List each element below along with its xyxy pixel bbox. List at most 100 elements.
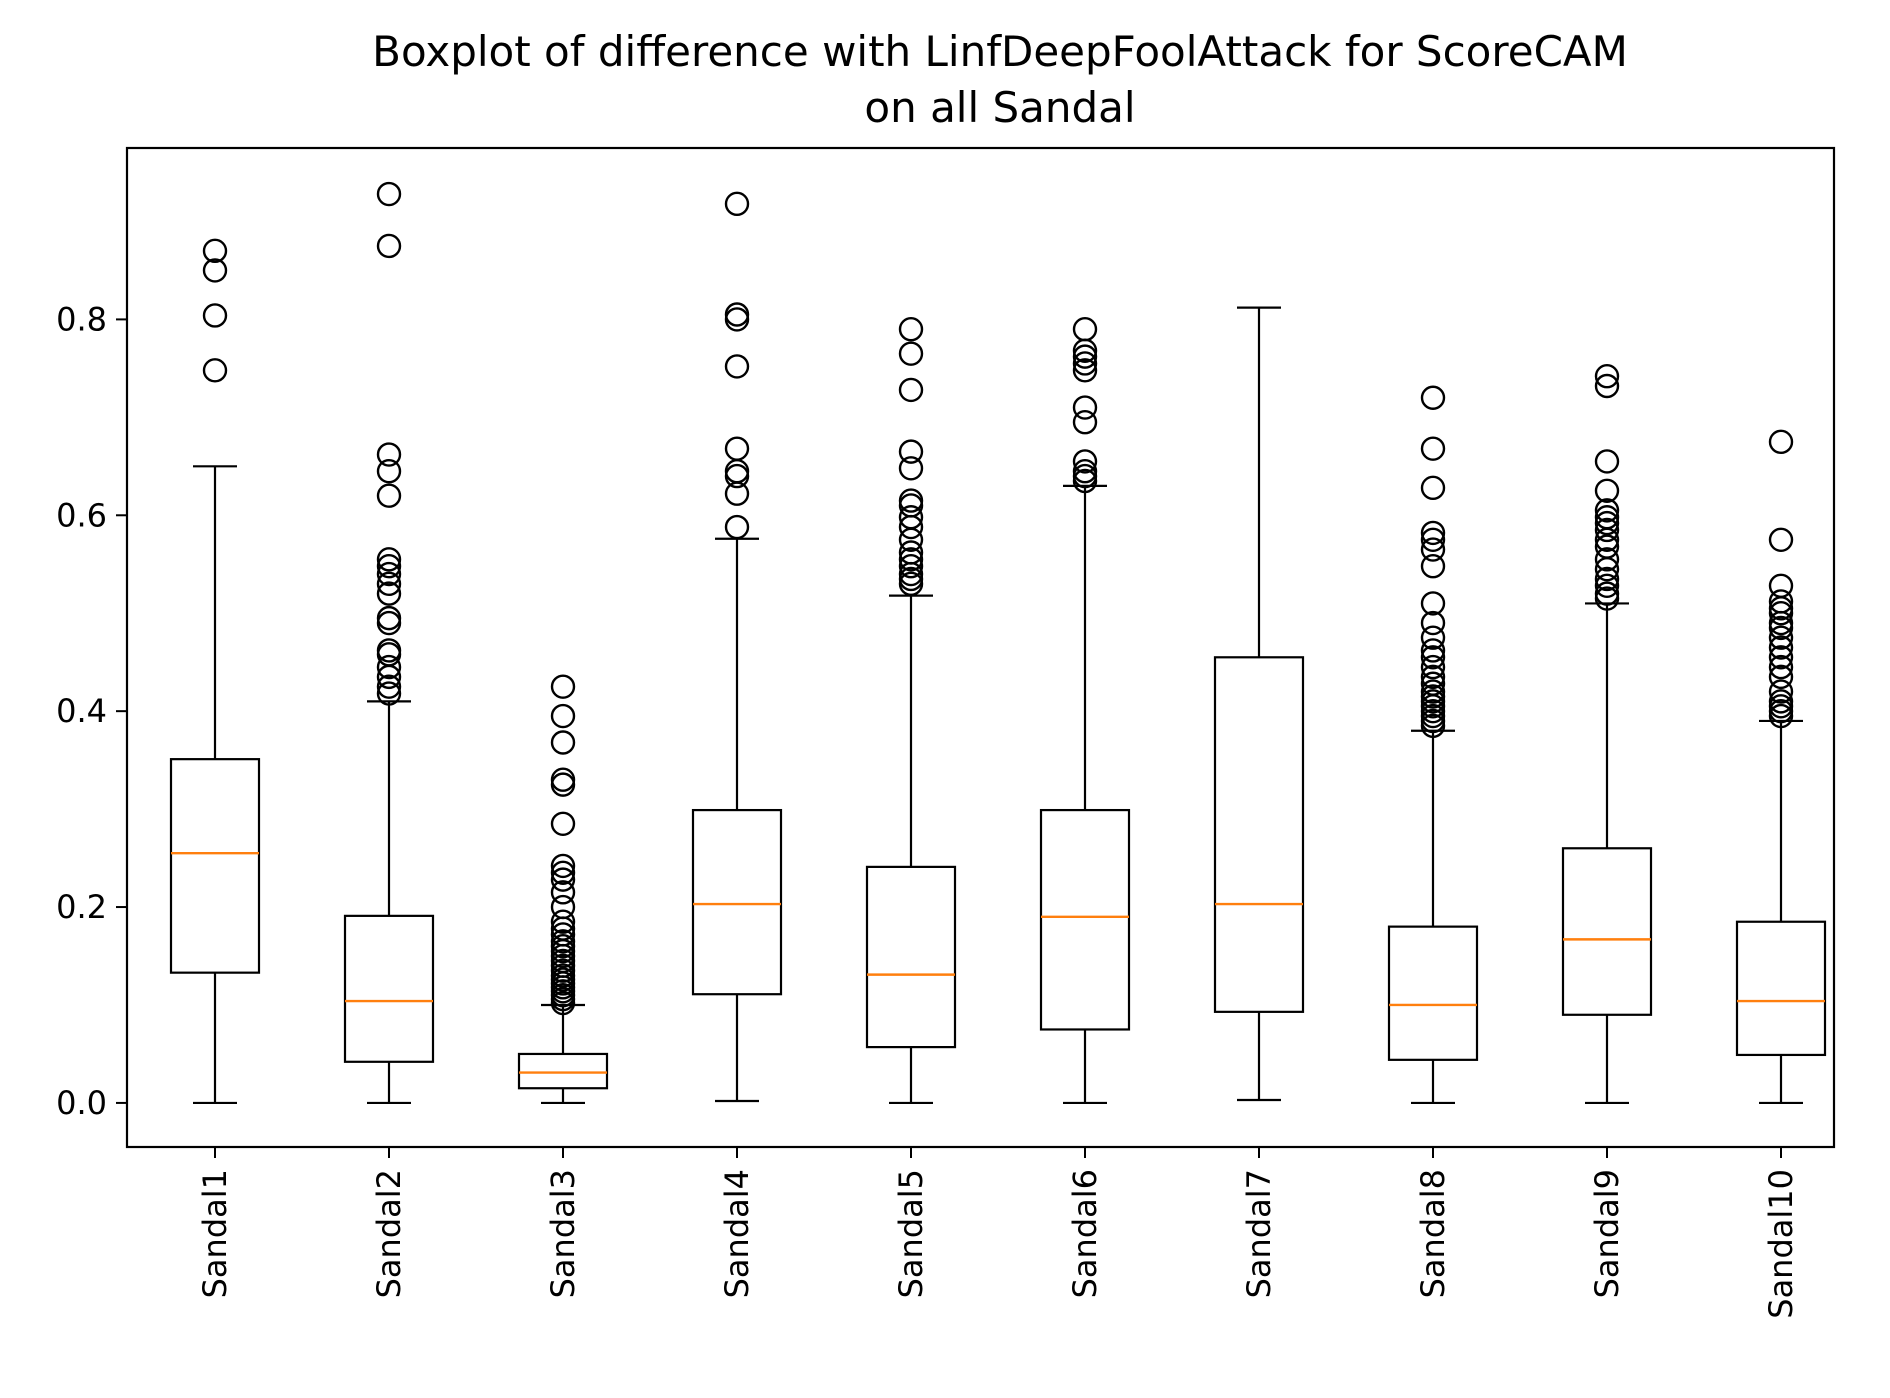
outlier-point bbox=[550, 880, 576, 905]
outlier-point bbox=[550, 867, 576, 892]
outlier-point bbox=[1420, 638, 1446, 663]
iqr-box bbox=[1213, 656, 1305, 1013]
outlier-point bbox=[1768, 527, 1794, 552]
outlier-point bbox=[724, 436, 750, 461]
outlier-point bbox=[376, 571, 402, 597]
outlier-point bbox=[1420, 475, 1446, 501]
outlier-point bbox=[1420, 654, 1446, 680]
outlier-point bbox=[376, 581, 402, 606]
outlier-point bbox=[1420, 645, 1446, 670]
x-tick-label: Sandal3 bbox=[544, 1169, 582, 1298]
outlier-point bbox=[550, 703, 576, 729]
outlier-point bbox=[1072, 459, 1098, 484]
x-tick-label: Sandal10 bbox=[1762, 1169, 1800, 1319]
outlier-point bbox=[1594, 510, 1620, 536]
iqr-box bbox=[691, 808, 783, 996]
outlier-point bbox=[550, 853, 576, 879]
outlier-point bbox=[376, 561, 402, 587]
outlier-point bbox=[1594, 373, 1620, 399]
outlier-point bbox=[1420, 671, 1446, 696]
y-tick-label: 0.6 bbox=[56, 496, 107, 534]
outlier-point bbox=[1768, 689, 1794, 714]
outlier-point bbox=[1072, 351, 1098, 376]
outlier-point bbox=[550, 767, 576, 792]
plot-frame bbox=[125, 146, 1836, 1149]
outlier-point bbox=[202, 238, 228, 264]
outlier-point bbox=[898, 505, 924, 530]
outlier-point bbox=[724, 302, 750, 327]
outlier-point bbox=[376, 664, 402, 690]
iqr-box bbox=[865, 865, 957, 1049]
outlier-point bbox=[1768, 573, 1794, 598]
outlier-point bbox=[1420, 664, 1446, 690]
outlier-point bbox=[898, 439, 924, 464]
outlier-point bbox=[1594, 498, 1620, 523]
outlier-point bbox=[1072, 358, 1098, 383]
outlier-point bbox=[550, 922, 576, 947]
outlier-point bbox=[1420, 625, 1446, 650]
outlier-point bbox=[1420, 610, 1446, 636]
outlier-point bbox=[376, 605, 402, 631]
outlier-point bbox=[1594, 581, 1620, 606]
outlier-point bbox=[1072, 344, 1098, 369]
outlier-point bbox=[1072, 410, 1098, 435]
outlier-point bbox=[376, 483, 402, 508]
outlier-point bbox=[1072, 316, 1098, 342]
outlier-point bbox=[550, 811, 576, 836]
plot-area: 0.0 0.2 0.4 0.6 0.8 Sandal1 Sandal2 Sandal3 Sand… bbox=[56, 181, 1827, 1319]
outlier-point bbox=[376, 233, 402, 259]
x-tick-label: Sandal7 bbox=[1240, 1169, 1278, 1298]
outlier-point bbox=[376, 181, 402, 207]
y-tick-label: 0.4 bbox=[56, 692, 107, 730]
outlier-point bbox=[1072, 395, 1098, 420]
outlier-point bbox=[1768, 589, 1794, 614]
outlier-point bbox=[724, 514, 750, 540]
outlier-point bbox=[376, 654, 402, 680]
x-tick-label: Sandal8 bbox=[1414, 1169, 1452, 1298]
y-tick-label: 0.2 bbox=[56, 888, 107, 926]
chart-subtitle: on all Sandal bbox=[864, 83, 1135, 132]
outlier-point bbox=[1594, 547, 1620, 572]
outlier-point bbox=[550, 730, 576, 755]
outlier-point bbox=[898, 540, 924, 565]
iqr-box bbox=[169, 758, 261, 974]
outlier-point bbox=[202, 358, 228, 383]
outlier-point bbox=[550, 929, 576, 954]
outlier-point bbox=[1594, 556, 1620, 582]
outlier-point bbox=[898, 554, 924, 579]
outlier-point bbox=[1420, 591, 1446, 616]
outlier-point bbox=[898, 514, 924, 540]
outlier-point bbox=[376, 674, 402, 699]
outlier-point bbox=[1594, 566, 1620, 592]
outlier-point bbox=[376, 681, 402, 706]
outlier-point bbox=[202, 303, 228, 328]
outlier-point bbox=[724, 191, 750, 217]
outlier-point bbox=[898, 316, 924, 342]
chart-title: Boxplot of difference with LinfDeepFoolA… bbox=[372, 27, 1628, 76]
outlier-point bbox=[1594, 449, 1620, 474]
x-tick-label: Sandal2 bbox=[370, 1169, 408, 1298]
y-tick-label: 0.0 bbox=[56, 1084, 107, 1122]
outlier-point bbox=[1594, 573, 1620, 598]
outlier-point bbox=[376, 554, 402, 579]
outlier-point bbox=[550, 772, 576, 797]
outlier-point bbox=[1420, 436, 1446, 461]
outlier-point bbox=[550, 909, 576, 934]
outlier-point bbox=[898, 377, 924, 403]
outlier-point bbox=[376, 459, 402, 484]
outlier-point bbox=[724, 354, 750, 379]
outlier-point bbox=[376, 638, 402, 663]
outlier-point bbox=[1420, 527, 1446, 552]
outlier-point bbox=[1420, 385, 1446, 410]
outlier-point bbox=[1768, 635, 1794, 660]
outlier-point bbox=[724, 307, 750, 332]
iqr-box bbox=[517, 1052, 609, 1090]
outlier-point bbox=[1768, 664, 1794, 690]
outlier-point bbox=[1420, 520, 1446, 546]
outlier-point bbox=[1768, 654, 1794, 680]
outlier-point bbox=[898, 456, 924, 481]
outlier-point bbox=[1594, 517, 1620, 543]
outlier-point bbox=[1594, 364, 1620, 389]
outlier-point bbox=[1420, 679, 1446, 704]
outlier-point bbox=[1594, 478, 1620, 503]
